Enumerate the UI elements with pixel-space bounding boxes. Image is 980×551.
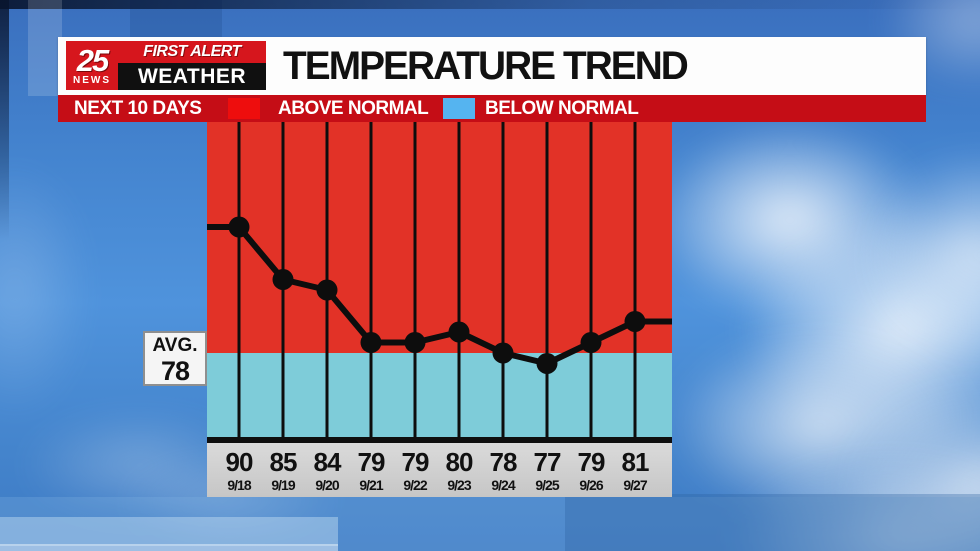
data-point [360,332,382,353]
data-point [492,342,514,364]
station-badge: 25 NEWS [66,41,118,90]
temp-label: 79 [577,447,606,477]
background-stripe [130,0,222,38]
background-stripe [28,0,62,96]
date-label: 9/23 [447,477,471,493]
background-band [0,544,338,551]
plot-area [207,122,672,437]
temp-label: 84 [313,447,342,477]
data-point [448,321,470,343]
background-band [0,497,980,551]
temp-label: 80 [445,447,474,477]
date-label: 9/21 [359,477,383,493]
data-point [536,353,558,374]
x-axis-cell: 77 9/25 [525,447,569,493]
above-normal-swatch [228,98,260,119]
below-normal-label: BELOW NORMAL [485,97,639,119]
x-axis-cell: 84 9/20 [305,447,349,493]
left-edge-strip [0,0,9,240]
trend-line-svg [207,122,672,437]
avg-label: AVG. [152,335,198,356]
x-axis-cell: 81 9/27 [613,447,657,493]
station-name: NEWS [73,74,111,86]
date-label: 9/22 [403,477,427,493]
x-axis-cell: 80 9/23 [437,447,481,493]
brand-block: FIRST ALERT WEATHER [118,41,266,90]
data-point [580,332,602,353]
data-point [404,332,426,353]
date-label: 9/27 [623,477,647,493]
date-label: 9/26 [579,477,603,493]
temperature-trend-chart: 90 9/18 85 9/19 84 9/20 79 9/21 79 9/22 80 9/23 78 9/… [207,122,672,497]
temp-label: 79 [401,447,430,477]
page-title: TEMPERATURE TREND [283,43,689,88]
x-axis-cell: 79 9/21 [349,447,393,493]
temp-label: 79 [357,447,386,477]
temp-label: 81 [621,447,650,477]
x-axis-cell: 79 9/22 [393,447,437,493]
temp-label: 78 [489,447,518,477]
station-logo: 25 NEWS FIRST ALERT WEATHER [66,41,266,90]
background-band [565,494,980,551]
avg-box: AVG. 78 [143,331,207,386]
date-label: 9/20 [315,477,339,493]
x-axis-band: 90 9/18 85 9/19 84 9/20 79 9/21 79 9/22 80 9/23 78 9/… [207,437,672,497]
date-label: 9/24 [491,477,515,493]
temp-label: 85 [269,447,298,477]
brand-weather: WEATHER [118,63,266,90]
data-point [624,311,646,332]
date-label: 9/25 [535,477,559,493]
x-axis-cell: 78 9/24 [481,447,525,493]
data-point [228,216,250,238]
above-normal-label: ABOVE NORMAL [278,97,429,119]
x-axis-cell: 79 9/26 [569,447,613,493]
below-normal-swatch [443,98,475,119]
station-number: 25 [76,42,110,78]
brand-first-alert: FIRST ALERT [143,43,241,60]
date-label: 9/19 [271,477,295,493]
top-edge-strip [0,0,980,9]
avg-value: 78 [160,356,190,386]
legend-bar: NEXT 10 DAYS ABOVE NORMAL BELOW NORMAL [58,95,926,122]
period-label: NEXT 10 DAYS [74,97,202,119]
data-point [316,279,338,301]
trend-line [207,224,672,367]
data-point [272,269,294,290]
x-axis-cell: 85 9/19 [261,447,305,493]
cloud [0,160,90,420]
header-band: 25 NEWS FIRST ALERT WEATHER TEMPERATURE … [58,37,926,95]
date-label: 9/18 [227,477,251,493]
background-band [0,517,338,546]
temp-label: 90 [225,447,254,477]
temp-label: 77 [533,447,562,477]
x-axis-cell: 90 9/18 [217,447,261,493]
